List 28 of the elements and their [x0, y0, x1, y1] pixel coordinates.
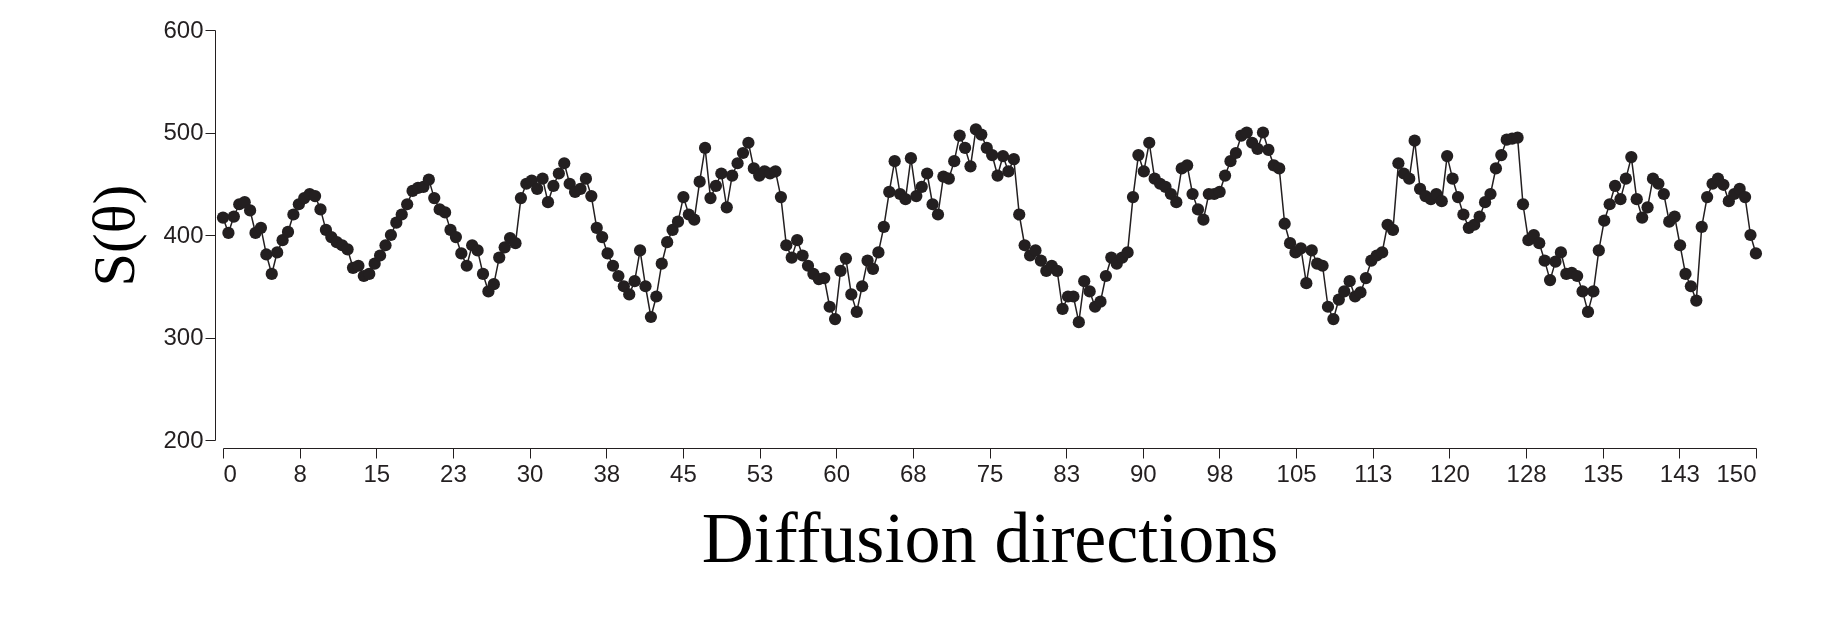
x-tick-label: 0 — [223, 459, 237, 487]
y-tick-label: 400 — [163, 220, 204, 248]
x-tick-label: 128 — [1506, 459, 1547, 487]
x-tick-label: 15 — [363, 459, 391, 487]
y-axis-title: S(θ) — [81, 184, 148, 287]
x-tick-label: 98 — [1206, 459, 1234, 487]
x-tick-label: 150 — [1716, 459, 1757, 487]
x-tick-label: 105 — [1276, 459, 1317, 487]
x-tick-label: 53 — [746, 459, 774, 487]
x-tick-label: 45 — [670, 459, 697, 487]
x-tick-label: 135 — [1583, 459, 1624, 487]
x-tick-label: 60 — [823, 459, 851, 487]
x-tick-label: 113 — [1354, 459, 1393, 487]
x-tick-label: 30 — [516, 459, 544, 487]
x-tick-label: 68 — [900, 459, 927, 487]
y-tick-label: 600 — [163, 15, 204, 43]
x-tick-label: 83 — [1053, 459, 1080, 487]
x-tick-label: 23 — [440, 459, 467, 487]
y-tick-label: 500 — [163, 118, 204, 145]
y-tick-label: 200 — [163, 425, 204, 453]
y-tick-label: 300 — [163, 323, 204, 350]
x-tick-label: 38 — [593, 459, 621, 487]
x-tick-label: 143 — [1659, 459, 1700, 487]
x-tick-label: 90 — [1129, 459, 1157, 487]
x-tick-label: 8 — [293, 459, 307, 487]
x-axis-title: Diffusion directions — [701, 497, 1279, 578]
x-tick-label: 120 — [1429, 459, 1470, 487]
x-tick-label: 75 — [976, 459, 1004, 487]
